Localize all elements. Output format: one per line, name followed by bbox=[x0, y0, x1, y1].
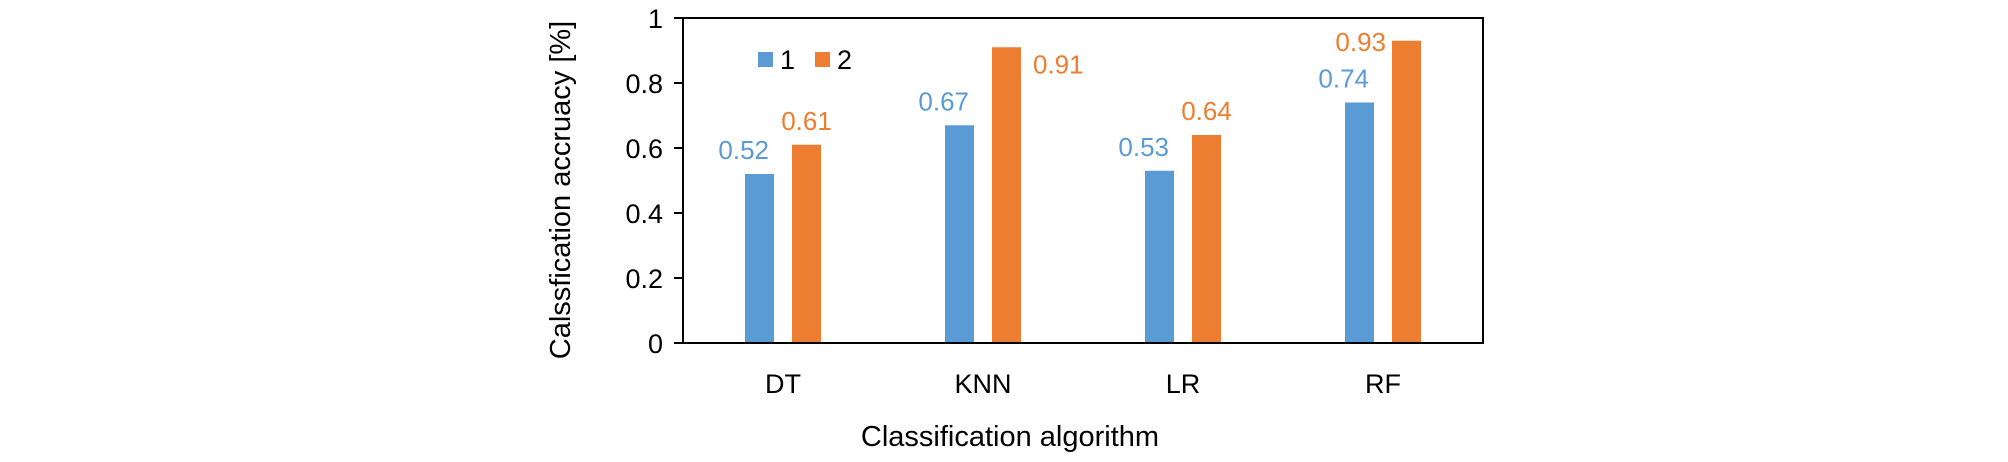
y-tick-label: 1 bbox=[648, 4, 663, 34]
bars-group bbox=[745, 40, 1421, 343]
y-axis-title: Calssfication accruacy [%] bbox=[545, 21, 577, 359]
bar-lr-series-1 bbox=[1145, 170, 1174, 343]
data-label-lr-series-2: 0.64 bbox=[1181, 96, 1232, 126]
y-tick-label: 0.6 bbox=[625, 134, 663, 164]
bar-knn-series-1 bbox=[945, 125, 974, 343]
bar-rf-series-1 bbox=[1345, 102, 1374, 343]
legend-swatch-series-1 bbox=[758, 52, 773, 67]
y-axis-ticks: 0 0.2 0.4 0.6 0.8 1 bbox=[625, 4, 683, 359]
legend-swatch-series-2 bbox=[815, 52, 830, 67]
x-tick-label-dt: DT bbox=[765, 369, 801, 399]
bar-rf-series-2 bbox=[1392, 40, 1421, 343]
y-tick-label: 0.4 bbox=[625, 199, 663, 229]
x-tick-label-lr: LR bbox=[1166, 369, 1201, 399]
data-label-rf-series-2: 0.93 bbox=[1335, 27, 1386, 57]
y-tick-label: 0.8 bbox=[625, 69, 663, 99]
data-label-lr-series-1: 0.53 bbox=[1118, 132, 1169, 162]
x-tick-label-rf: RF bbox=[1365, 369, 1401, 399]
data-label-knn-series-1: 0.67 bbox=[918, 86, 969, 116]
y-tick-label: 0 bbox=[648, 329, 663, 359]
bar-knn-series-2 bbox=[992, 47, 1021, 343]
data-label-dt-series-1: 0.52 bbox=[718, 135, 769, 165]
legend-label-series-2: 2 bbox=[837, 45, 852, 75]
bar-lr-series-2 bbox=[1192, 135, 1221, 343]
legend-label-series-1: 1 bbox=[780, 45, 795, 75]
plot-frame bbox=[682, 17, 1484, 344]
data-label-rf-series-1: 0.74 bbox=[1318, 64, 1369, 94]
data-labels-group: 0.52 0.61 0.67 0.91 0.53 0.64 0.74 0.93 bbox=[718, 27, 1386, 165]
x-tick-label-knn: KNN bbox=[954, 369, 1011, 399]
data-label-dt-series-2: 0.61 bbox=[781, 106, 832, 136]
x-axis-title: Classification algorithm bbox=[861, 421, 1159, 453]
y-tick-label: 0.2 bbox=[625, 264, 663, 294]
bar-dt-series-1 bbox=[745, 174, 774, 343]
x-axis-ticks: DT KNN LR RF bbox=[765, 369, 1401, 399]
data-label-knn-series-2: 0.91 bbox=[1033, 49, 1084, 79]
bar-dt-series-2 bbox=[792, 144, 821, 343]
